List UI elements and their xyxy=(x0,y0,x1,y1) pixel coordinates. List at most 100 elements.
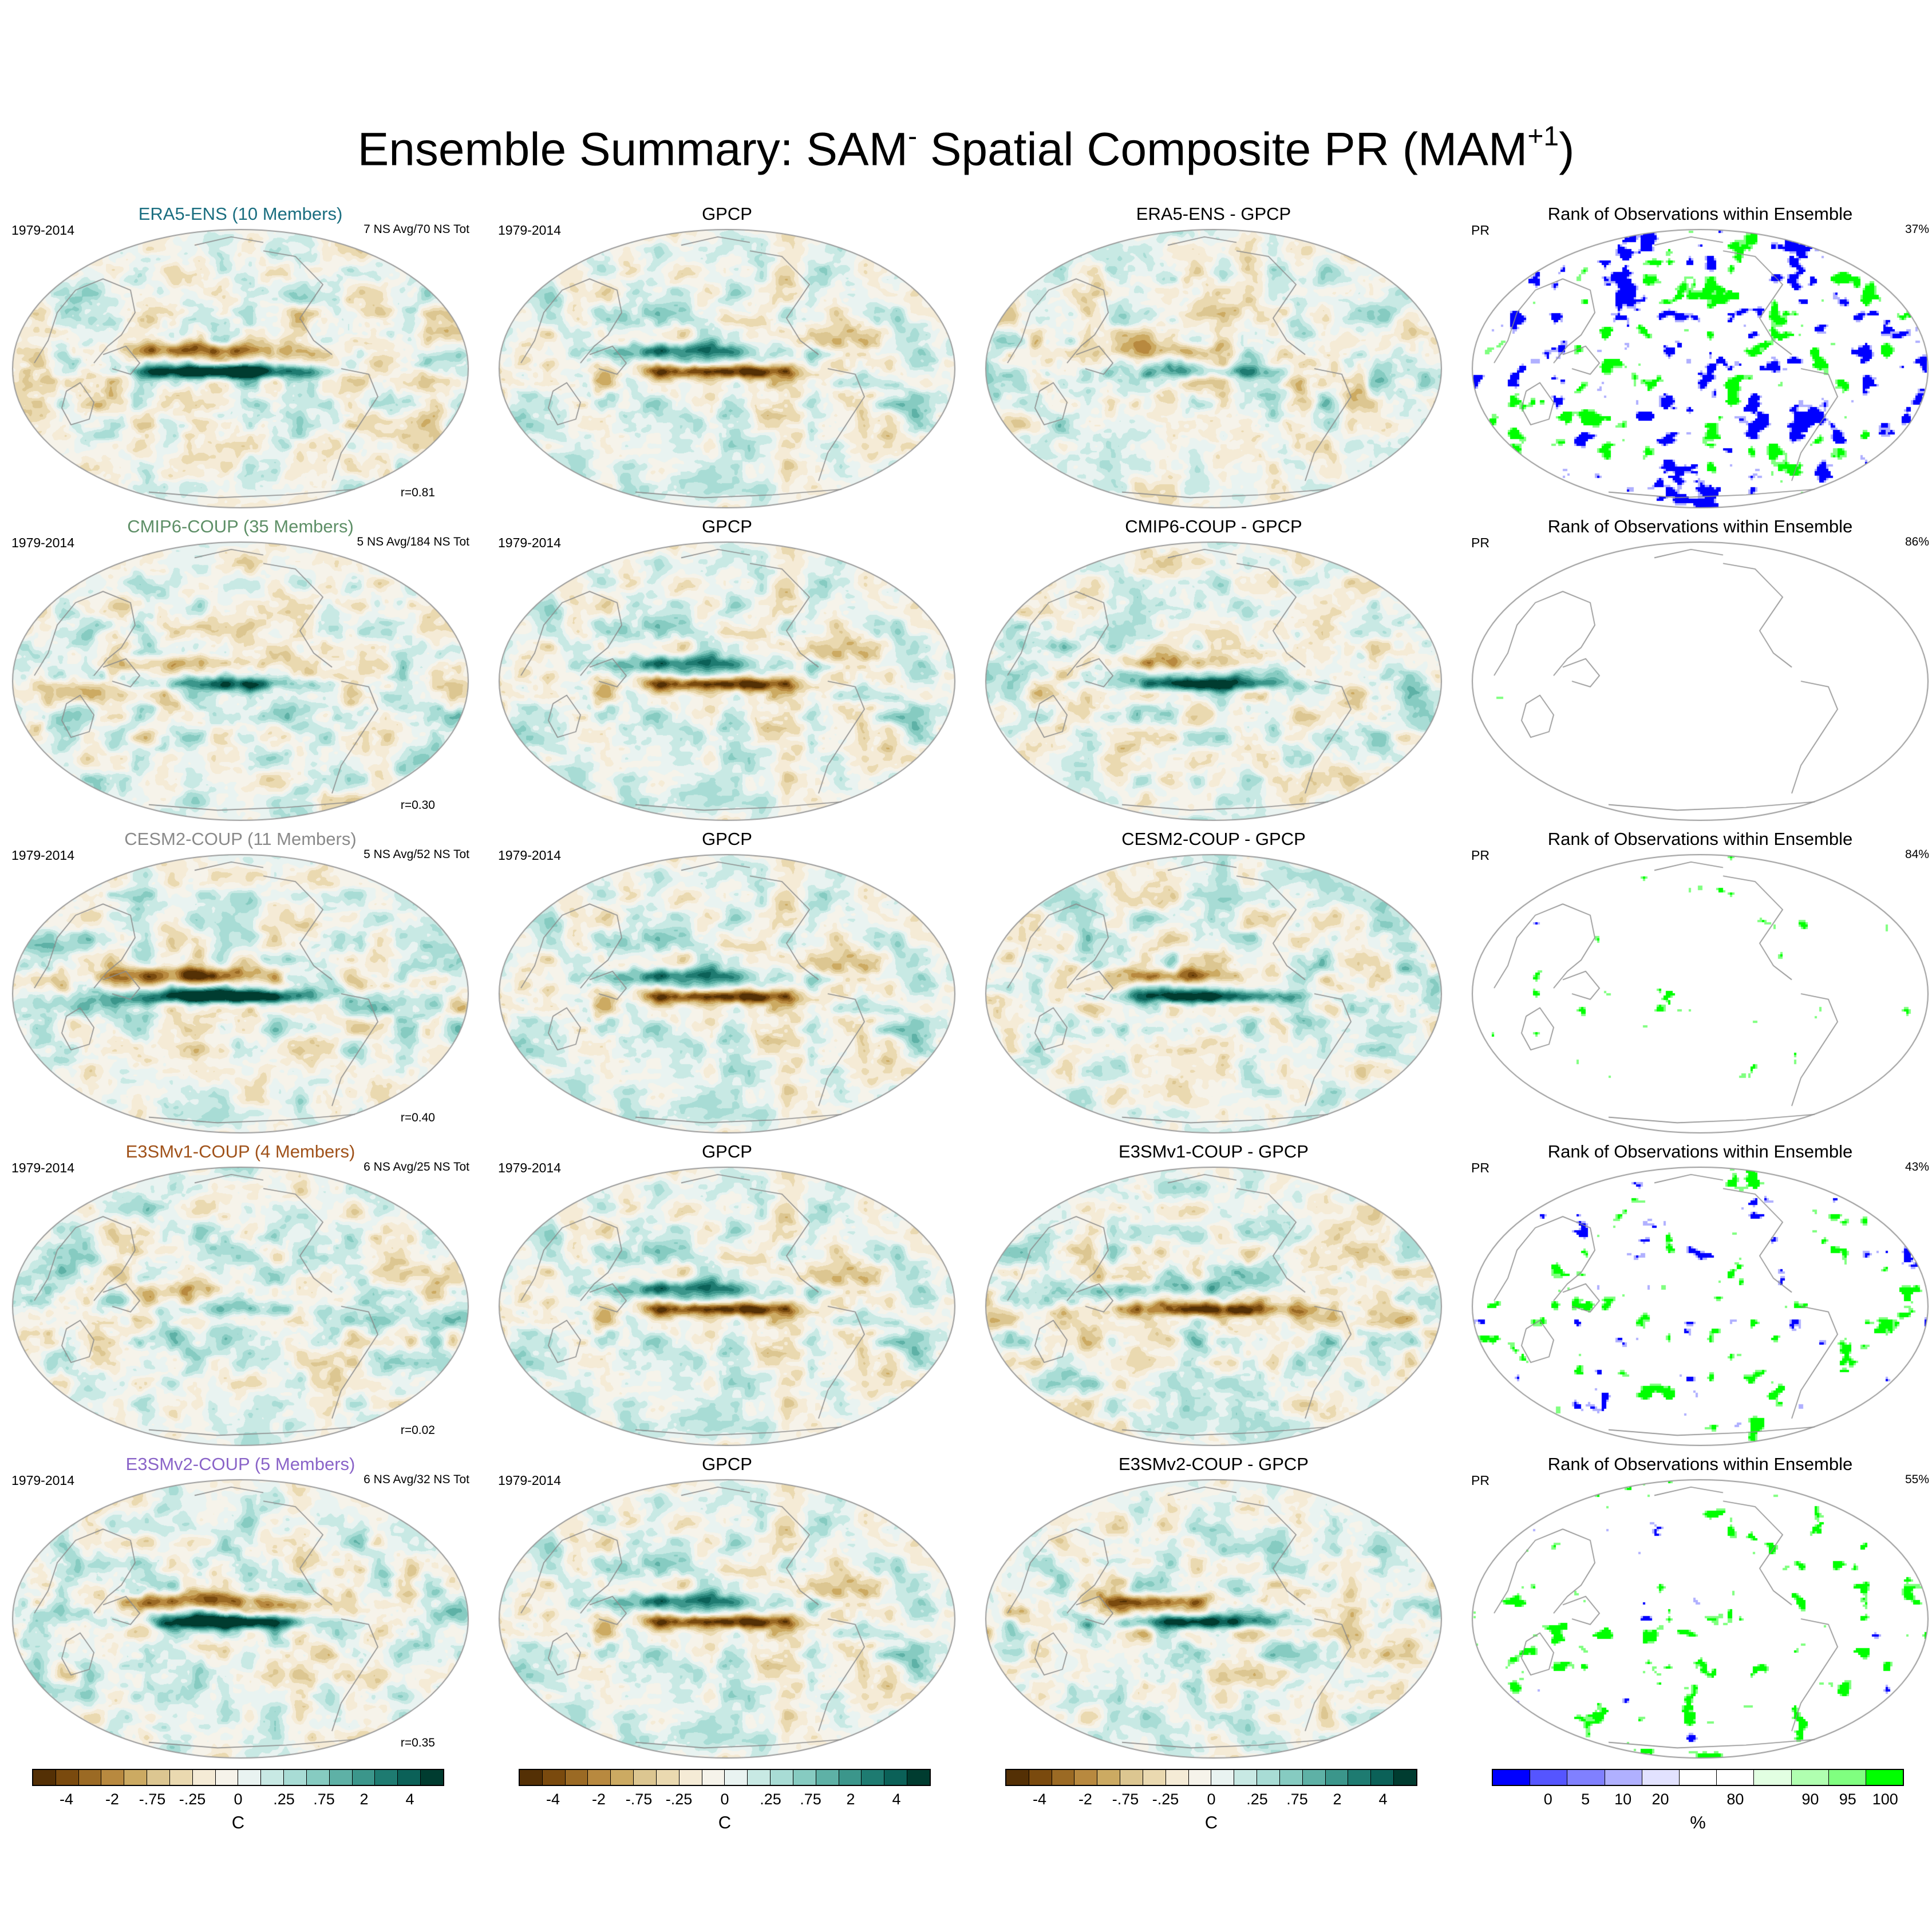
colorbar-swatch xyxy=(634,1770,657,1785)
colorbar-tick-label: .75 xyxy=(313,1791,335,1808)
colorbar-swatch xyxy=(1605,1770,1642,1785)
colorbar-swatch xyxy=(1120,1770,1143,1785)
colorbar-tick-label: .25 xyxy=(760,1791,781,1808)
colorbar-swatch xyxy=(398,1770,421,1785)
obs-panel-title: GPCP xyxy=(702,829,752,849)
colorbar-tick-label: -4 xyxy=(546,1791,560,1808)
diff-panel: CMIP6-COUP - GPCP xyxy=(985,516,1443,828)
diff-panel: E3SMv2-COUP - GPCP xyxy=(985,1453,1443,1765)
anomaly-map xyxy=(985,854,1443,1134)
colorbar-tick-label: 0 xyxy=(1543,1791,1552,1808)
colorbar-tick-label: .75 xyxy=(800,1791,821,1808)
ns-count-label: 6 NS Avg/32 NS Tot xyxy=(364,1473,469,1486)
colorbar-units: C xyxy=(718,1812,732,1832)
variable-label: PR xyxy=(1471,535,1490,550)
period-label: 1979-2014 xyxy=(11,1473,74,1488)
colorbar-swatch xyxy=(839,1770,862,1785)
colorbar-tick-label: 0 xyxy=(1207,1791,1216,1808)
correlation-label: r=0.30 xyxy=(400,799,435,812)
colorbar-tick-label: -2 xyxy=(591,1791,606,1808)
colorbar-tick-label: 20 xyxy=(1652,1791,1669,1808)
percent-label: 43% xyxy=(1905,1160,1929,1174)
diff-panel-title: ERA5-ENS - GPCP xyxy=(1136,204,1291,224)
colorbar-swatch xyxy=(1754,1770,1792,1785)
figure-title-part1: Ensemble Summary: SAM xyxy=(357,123,908,176)
colorbar-swatch xyxy=(862,1770,885,1785)
colorbar-swatch xyxy=(1791,1770,1829,1785)
colorbar-tick-label: 100 xyxy=(1872,1791,1898,1808)
colorbar-swatch xyxy=(1717,1770,1755,1785)
anomaly-colorbar: -4 -2 -.75 -.25 0 .25 .75 2 4 C xyxy=(519,1769,931,1838)
colorbar-boxes xyxy=(32,1769,444,1786)
percent-label: 86% xyxy=(1905,535,1929,548)
anomaly-map xyxy=(985,228,1443,509)
colorbar-swatch xyxy=(1325,1770,1349,1785)
diff-panel-title: CMIP6-COUP - GPCP xyxy=(1125,516,1302,536)
colorbar-tick-label: 2 xyxy=(359,1791,369,1808)
correlation-label: r=0.35 xyxy=(400,1736,435,1749)
colorbar-swatch xyxy=(1234,1770,1258,1785)
colorbar-swatch xyxy=(702,1770,725,1785)
anomaly-map xyxy=(498,228,956,509)
anomaly-map xyxy=(11,1479,469,1759)
rank-panel: Rank of Observations within Ensemble PR 37… xyxy=(1471,203,1929,515)
ens-panel: CMIP6-COUP (35 Members) 1979-2014 5 NS Avg… xyxy=(11,516,469,828)
figure-title-part3: ) xyxy=(1559,123,1575,176)
correlation-label: r=0.81 xyxy=(400,486,435,499)
colorbar-swatch xyxy=(1567,1770,1605,1785)
ens-panel-title: E3SMv1-COUP (4 Members) xyxy=(125,1141,355,1161)
anomaly-colorbar: -4 -2 -.75 -.25 0 .25 .75 2 4 C xyxy=(32,1769,444,1838)
anomaly-map xyxy=(11,541,469,821)
percent-label: 55% xyxy=(1905,1473,1929,1486)
colorbar-tick-label: 0 xyxy=(234,1791,243,1808)
ns-count-label: 7 NS Avg/70 NS Tot xyxy=(364,223,469,236)
colorbar-units: C xyxy=(1204,1812,1218,1832)
period-label: 1979-2014 xyxy=(498,223,561,238)
colorbar-tick-label: -.25 xyxy=(1152,1791,1179,1808)
colorbar-ticks: 0 5 10 20 80 90 95 100 xyxy=(1492,1791,1904,1811)
colorbar-units: C xyxy=(231,1812,245,1832)
colorbar-swatch xyxy=(1211,1770,1235,1785)
percent-label: 37% xyxy=(1905,223,1929,236)
diff-panel-title: E3SMv2-COUP - GPCP xyxy=(1119,1454,1309,1474)
rank-panel: Rank of Observations within Ensemble PR 43… xyxy=(1471,1141,1929,1453)
colorbar-tick-label: -.75 xyxy=(139,1791,166,1808)
obs-panel-title: GPCP xyxy=(702,1454,752,1474)
colorbar-tick-label: 4 xyxy=(892,1791,901,1808)
colorbar-tick-label: -2 xyxy=(105,1791,119,1808)
colorbar-tick-label: .25 xyxy=(273,1791,295,1808)
rank-panel-title: Rank of Observations within Ensemble xyxy=(1547,1141,1853,1161)
colorbar-swatch xyxy=(1165,1770,1189,1785)
colorbar-tick-label: 4 xyxy=(405,1791,414,1808)
colorbar-swatch xyxy=(1279,1770,1303,1785)
colorbar-swatch xyxy=(679,1770,702,1785)
colorbar-tick-label: 95 xyxy=(1839,1791,1856,1808)
colorbar-units: % xyxy=(1690,1812,1706,1832)
colorbar-swatch xyxy=(1530,1770,1568,1785)
colorbar-swatch xyxy=(421,1770,443,1785)
obs-panel: GPCP 1979-2014 xyxy=(498,828,956,1140)
ens-panel: ERA5-ENS (10 Members) 1979-2014 7 NS Avg/7… xyxy=(11,203,469,515)
colorbar-swatch xyxy=(1642,1770,1680,1785)
anomaly-colorbar: -4 -2 -.75 -.25 0 .25 .75 2 4 C xyxy=(1005,1769,1417,1838)
colorbar-tick-label: -.75 xyxy=(1112,1791,1139,1808)
colorbar-swatch xyxy=(1348,1770,1372,1785)
rank-colorbar: 0 5 10 20 80 90 95 100% xyxy=(1492,1769,1904,1838)
panel-row: E3SMv2-COUP (5 Members) 1979-2014 6 NS Avg… xyxy=(0,1453,1932,1765)
obs-panel: GPCP 1979-2014 xyxy=(498,1453,956,1765)
colorbar-tick-label: -.25 xyxy=(179,1791,206,1808)
colorbar-swatch xyxy=(238,1770,262,1785)
colorbar-swatch xyxy=(1394,1770,1416,1785)
figure-title-sup2: +1 xyxy=(1527,121,1559,152)
period-label: 1979-2014 xyxy=(498,1160,561,1175)
colorbar-swatch xyxy=(101,1770,125,1785)
colorbar-swatch xyxy=(542,1770,566,1785)
obs-panel-title: GPCP xyxy=(702,1141,752,1161)
colorbar-swatch xyxy=(884,1770,908,1785)
colorbar-swatch xyxy=(725,1770,748,1785)
figure-title: Ensemble Summary: SAM- Spatial Composite… xyxy=(0,112,1932,178)
ens-panel-title: ERA5-ENS (10 Members) xyxy=(138,204,343,224)
colorbar-tick-label: 10 xyxy=(1614,1791,1632,1808)
period-label: 1979-2014 xyxy=(498,535,561,550)
